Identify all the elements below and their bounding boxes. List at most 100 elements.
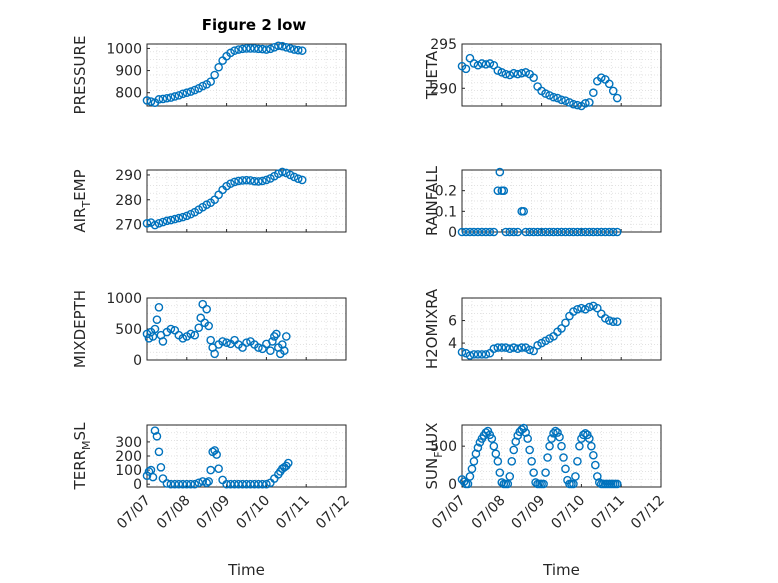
data-point <box>461 64 471 74</box>
data-point <box>206 77 215 86</box>
data-point <box>234 176 243 186</box>
data-point <box>519 423 528 433</box>
y-tick-label: 295 <box>430 37 457 53</box>
data-point <box>202 304 211 314</box>
data-point <box>234 45 243 54</box>
subplot-pressure: 800 900 1000 PRESSURE <box>71 36 347 115</box>
data-point <box>178 479 188 489</box>
data-point <box>497 343 507 352</box>
data-point <box>509 68 519 78</box>
data-point <box>549 227 558 237</box>
data-points <box>142 426 293 489</box>
y-axis-label: PRESSURE <box>71 36 89 115</box>
y-tick-label: 200 <box>115 449 142 465</box>
y-axis-label: RAINFALL <box>423 165 441 236</box>
data-point <box>210 70 219 80</box>
data-point <box>465 472 475 481</box>
data-point <box>246 479 255 489</box>
data-point <box>545 227 554 237</box>
data-point <box>509 227 519 237</box>
data-point <box>487 434 497 443</box>
data-point <box>597 73 606 82</box>
y-tick-label: 4 <box>448 336 457 352</box>
data-point <box>505 70 515 80</box>
data-point <box>469 227 479 237</box>
data-point <box>182 88 192 98</box>
data-point <box>569 479 578 489</box>
data-point <box>573 100 582 110</box>
data-point <box>527 456 536 466</box>
data-points <box>457 53 622 111</box>
data-point <box>585 227 594 237</box>
data-point <box>174 213 184 223</box>
data-point <box>589 88 598 98</box>
data-point <box>477 227 487 237</box>
data-point <box>190 85 200 95</box>
data-point <box>529 468 538 477</box>
data-point <box>170 214 180 224</box>
data-point <box>579 430 588 440</box>
data-point <box>162 479 172 488</box>
y-tick-label: 500 <box>115 322 142 338</box>
y-tick-label: 1000 <box>106 291 142 307</box>
data-point <box>549 429 558 438</box>
data-point <box>204 477 213 486</box>
data-point <box>489 441 499 451</box>
data-point <box>604 79 614 89</box>
data-point <box>144 467 154 476</box>
axes-frame <box>146 43 347 107</box>
data-point <box>477 59 487 68</box>
data-point <box>481 350 491 359</box>
data-point <box>210 349 219 359</box>
data-point <box>222 479 231 489</box>
y-tick-label: 270 <box>115 218 142 234</box>
data-point <box>206 465 215 475</box>
data-point <box>489 227 499 237</box>
data-point <box>497 478 507 487</box>
data-points <box>457 301 622 360</box>
data-point <box>577 303 586 313</box>
data-point <box>162 93 172 103</box>
data-point <box>158 217 168 227</box>
data-point <box>495 167 505 177</box>
data-point <box>565 227 574 237</box>
y-tick-label: 300 <box>115 435 142 451</box>
data-point <box>489 344 499 354</box>
data-point <box>182 211 192 221</box>
data-point <box>166 215 176 225</box>
data-point <box>529 73 538 82</box>
data-point <box>561 227 570 237</box>
data-point <box>166 93 176 102</box>
y-axis-label: H2OMIXRA <box>423 288 441 369</box>
y-tick-label: 6 <box>448 314 457 330</box>
data-point <box>489 60 499 70</box>
data-point <box>465 351 475 360</box>
data-point <box>278 41 287 51</box>
data-point <box>557 227 566 237</box>
data-point <box>561 318 570 328</box>
data-point <box>485 227 495 237</box>
data-point <box>214 464 223 473</box>
data-point <box>493 343 503 352</box>
data-point <box>226 179 235 188</box>
data-point <box>501 343 511 352</box>
y-tick-label: 1000 <box>106 41 142 57</box>
data-point <box>612 93 622 103</box>
data-point <box>461 227 471 237</box>
data-point <box>250 176 259 186</box>
y-tick-label: 100 <box>115 463 142 479</box>
data-point <box>491 449 501 459</box>
data-point <box>505 472 515 481</box>
data-point <box>186 87 196 96</box>
data-point <box>280 346 289 356</box>
data-point <box>485 59 495 68</box>
data-point <box>561 464 570 474</box>
data-point <box>529 346 538 356</box>
data-point <box>268 337 277 346</box>
data-point <box>250 44 259 53</box>
y-tick-label: 290 <box>115 168 142 184</box>
data-point <box>612 317 622 326</box>
